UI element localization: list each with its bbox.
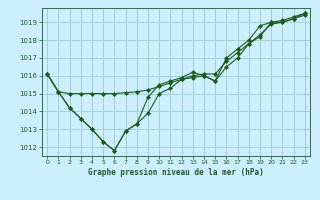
X-axis label: Graphe pression niveau de la mer (hPa): Graphe pression niveau de la mer (hPa) xyxy=(88,168,264,177)
